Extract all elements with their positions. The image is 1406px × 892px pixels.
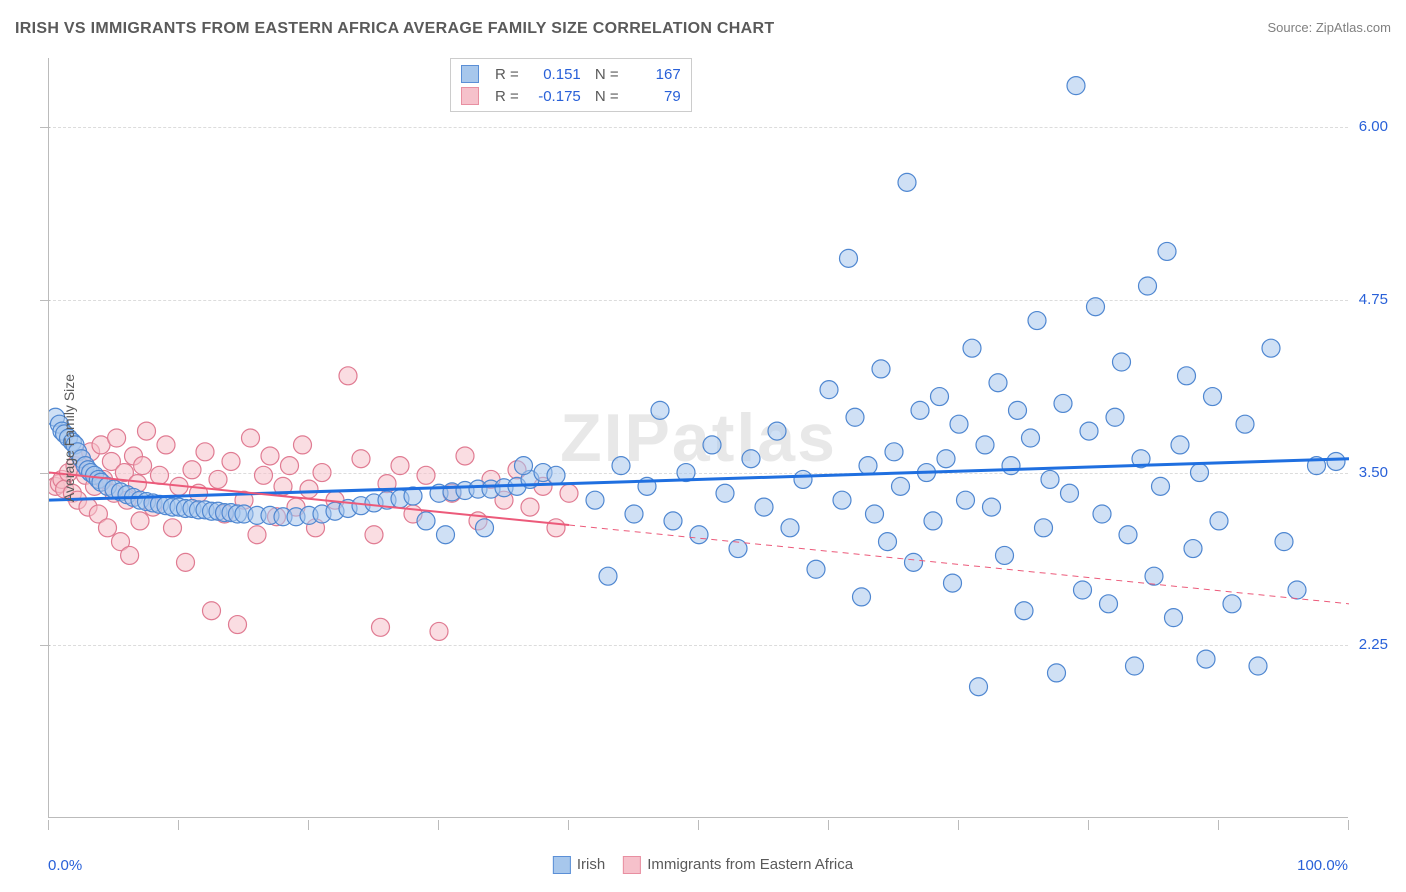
swatch-eafrica	[461, 87, 479, 105]
chart-title: IRISH VS IMMIGRANTS FROM EASTERN AFRICA …	[15, 20, 774, 38]
x-axis-min-label: 0.0%	[48, 857, 82, 874]
legend-swatch-irish	[553, 856, 571, 874]
plot-area: ZIPatlas Average Family Size	[48, 58, 1348, 818]
y-tick-label: 6.00	[1359, 118, 1388, 135]
x-axis-max-label: 100.0%	[1297, 857, 1348, 874]
plot-svg	[49, 58, 1349, 818]
n-label: N =	[591, 66, 619, 83]
legend-bottom: Irish Immigrants from Eastern Africa	[553, 856, 853, 874]
source-link[interactable]: ZipAtlas.com	[1316, 20, 1391, 35]
y-axis-label: Average Family Size	[61, 373, 77, 501]
n-label: N =	[591, 88, 619, 105]
n-value-irish: 167	[629, 66, 681, 83]
legend-label-irish: Irish	[577, 856, 605, 873]
y-tick-label: 3.50	[1359, 464, 1388, 481]
legend-item-eafrica: Immigrants from Eastern Africa	[623, 856, 853, 874]
legend-label-eafrica: Immigrants from Eastern Africa	[647, 856, 853, 873]
correlation-row-eafrica: R = -0.175 N = 79	[461, 85, 681, 107]
source-attribution: Source: ZipAtlas.com	[1267, 20, 1391, 35]
swatch-irish	[461, 65, 479, 83]
legend-item-irish: Irish	[553, 856, 605, 874]
chart-container: IRISH VS IMMIGRANTS FROM EASTERN AFRICA …	[0, 0, 1406, 892]
n-value-eafrica: 79	[629, 88, 681, 105]
legend-swatch-eafrica	[623, 856, 641, 874]
y-tick-label: 2.25	[1359, 636, 1388, 653]
r-value-eafrica: -0.175	[529, 88, 581, 105]
correlation-row-irish: R = 0.151 N = 167	[461, 63, 681, 85]
y-tick-label: 4.75	[1359, 291, 1388, 308]
correlation-box: R = 0.151 N = 167 R = -0.175 N = 79	[450, 58, 692, 112]
r-label: R =	[495, 66, 519, 83]
r-label: R =	[495, 88, 519, 105]
source-prefix: Source:	[1267, 20, 1315, 35]
r-value-irish: 0.151	[529, 66, 581, 83]
